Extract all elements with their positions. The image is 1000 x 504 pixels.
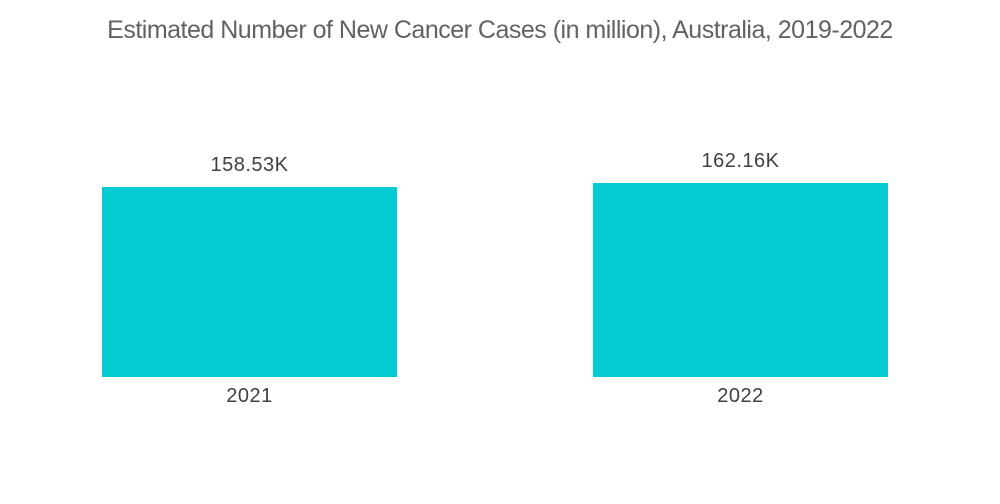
bar-2022	[593, 183, 888, 377]
category-label-2022: 2022	[717, 385, 764, 407]
data-label-2021: 158.53K	[210, 154, 289, 176]
bar-group-2022: 162.16K	[593, 145, 888, 377]
data-label-2022: 162.16K	[701, 150, 780, 172]
chart-title: Estimated Number of New Cancer Cases (in…	[107, 16, 893, 44]
category-label-2021: 2021	[226, 385, 273, 407]
bar-2021	[102, 187, 397, 377]
bar-group-2021: 158.53K	[102, 145, 397, 377]
